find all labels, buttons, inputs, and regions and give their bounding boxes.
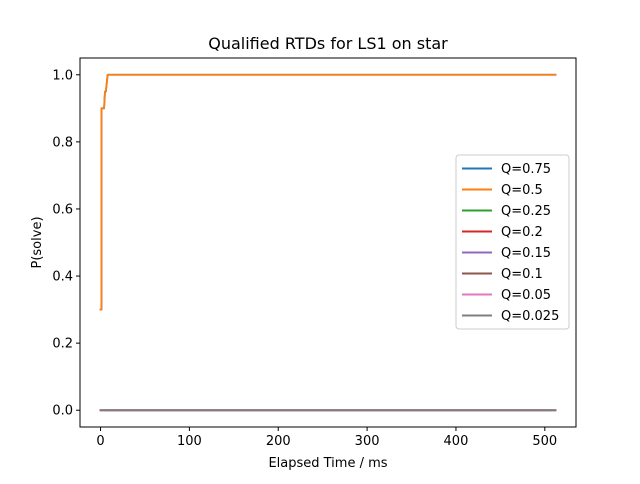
x-axis-label: Elapsed Time / ms [268,456,387,471]
x-tick-label: 500 [532,434,557,449]
chart-title: Qualified RTDs for LS1 on star [208,34,448,53]
x-tick-label: 200 [266,434,291,449]
x-tick-label: 0 [96,434,104,449]
x-tick-label: 100 [177,434,202,449]
legend-label-8: Q=0.025 [501,309,559,324]
legend-label-7: Q=0.05 [501,288,551,303]
legend-label-4: Q=0.2 [501,225,543,240]
legend-label-1: Q=0.75 [501,162,551,177]
legend-label-2: Q=0.5 [501,183,543,198]
y-axis-label: P(solve) [30,216,45,268]
y-tick-label: 1.0 [52,68,73,83]
legend-label-5: Q=0.15 [501,246,551,261]
series-layer [99,73,557,412]
y-tick-label: 0.4 [52,270,73,285]
y-axis: 0.0 0.2 0.4 0.6 0.8 1.0 [52,68,80,419]
plot-frame [79,57,577,428]
y-tick-label: 0.6 [52,202,73,217]
legend-label-6: Q=0.1 [501,267,543,282]
series-line-2 [99,73,557,311]
x-tick-label: 400 [444,434,469,449]
y-tick-label: 0.0 [52,404,73,419]
legend-label-3: Q=0.25 [501,204,551,219]
x-tick-label: 300 [355,434,380,449]
legend: Q=0.75 Q=0.5 Q=0.25 Q=0.2 Q=0.15 Q=0.1 Q=0.05 Q… [455,154,570,330]
legend-frame [455,154,570,330]
y-tick-label: 0.2 [52,337,73,352]
y-tick-label: 0.8 [52,135,73,150]
x-axis: 0 100 200 300 400 500 [96,427,557,449]
